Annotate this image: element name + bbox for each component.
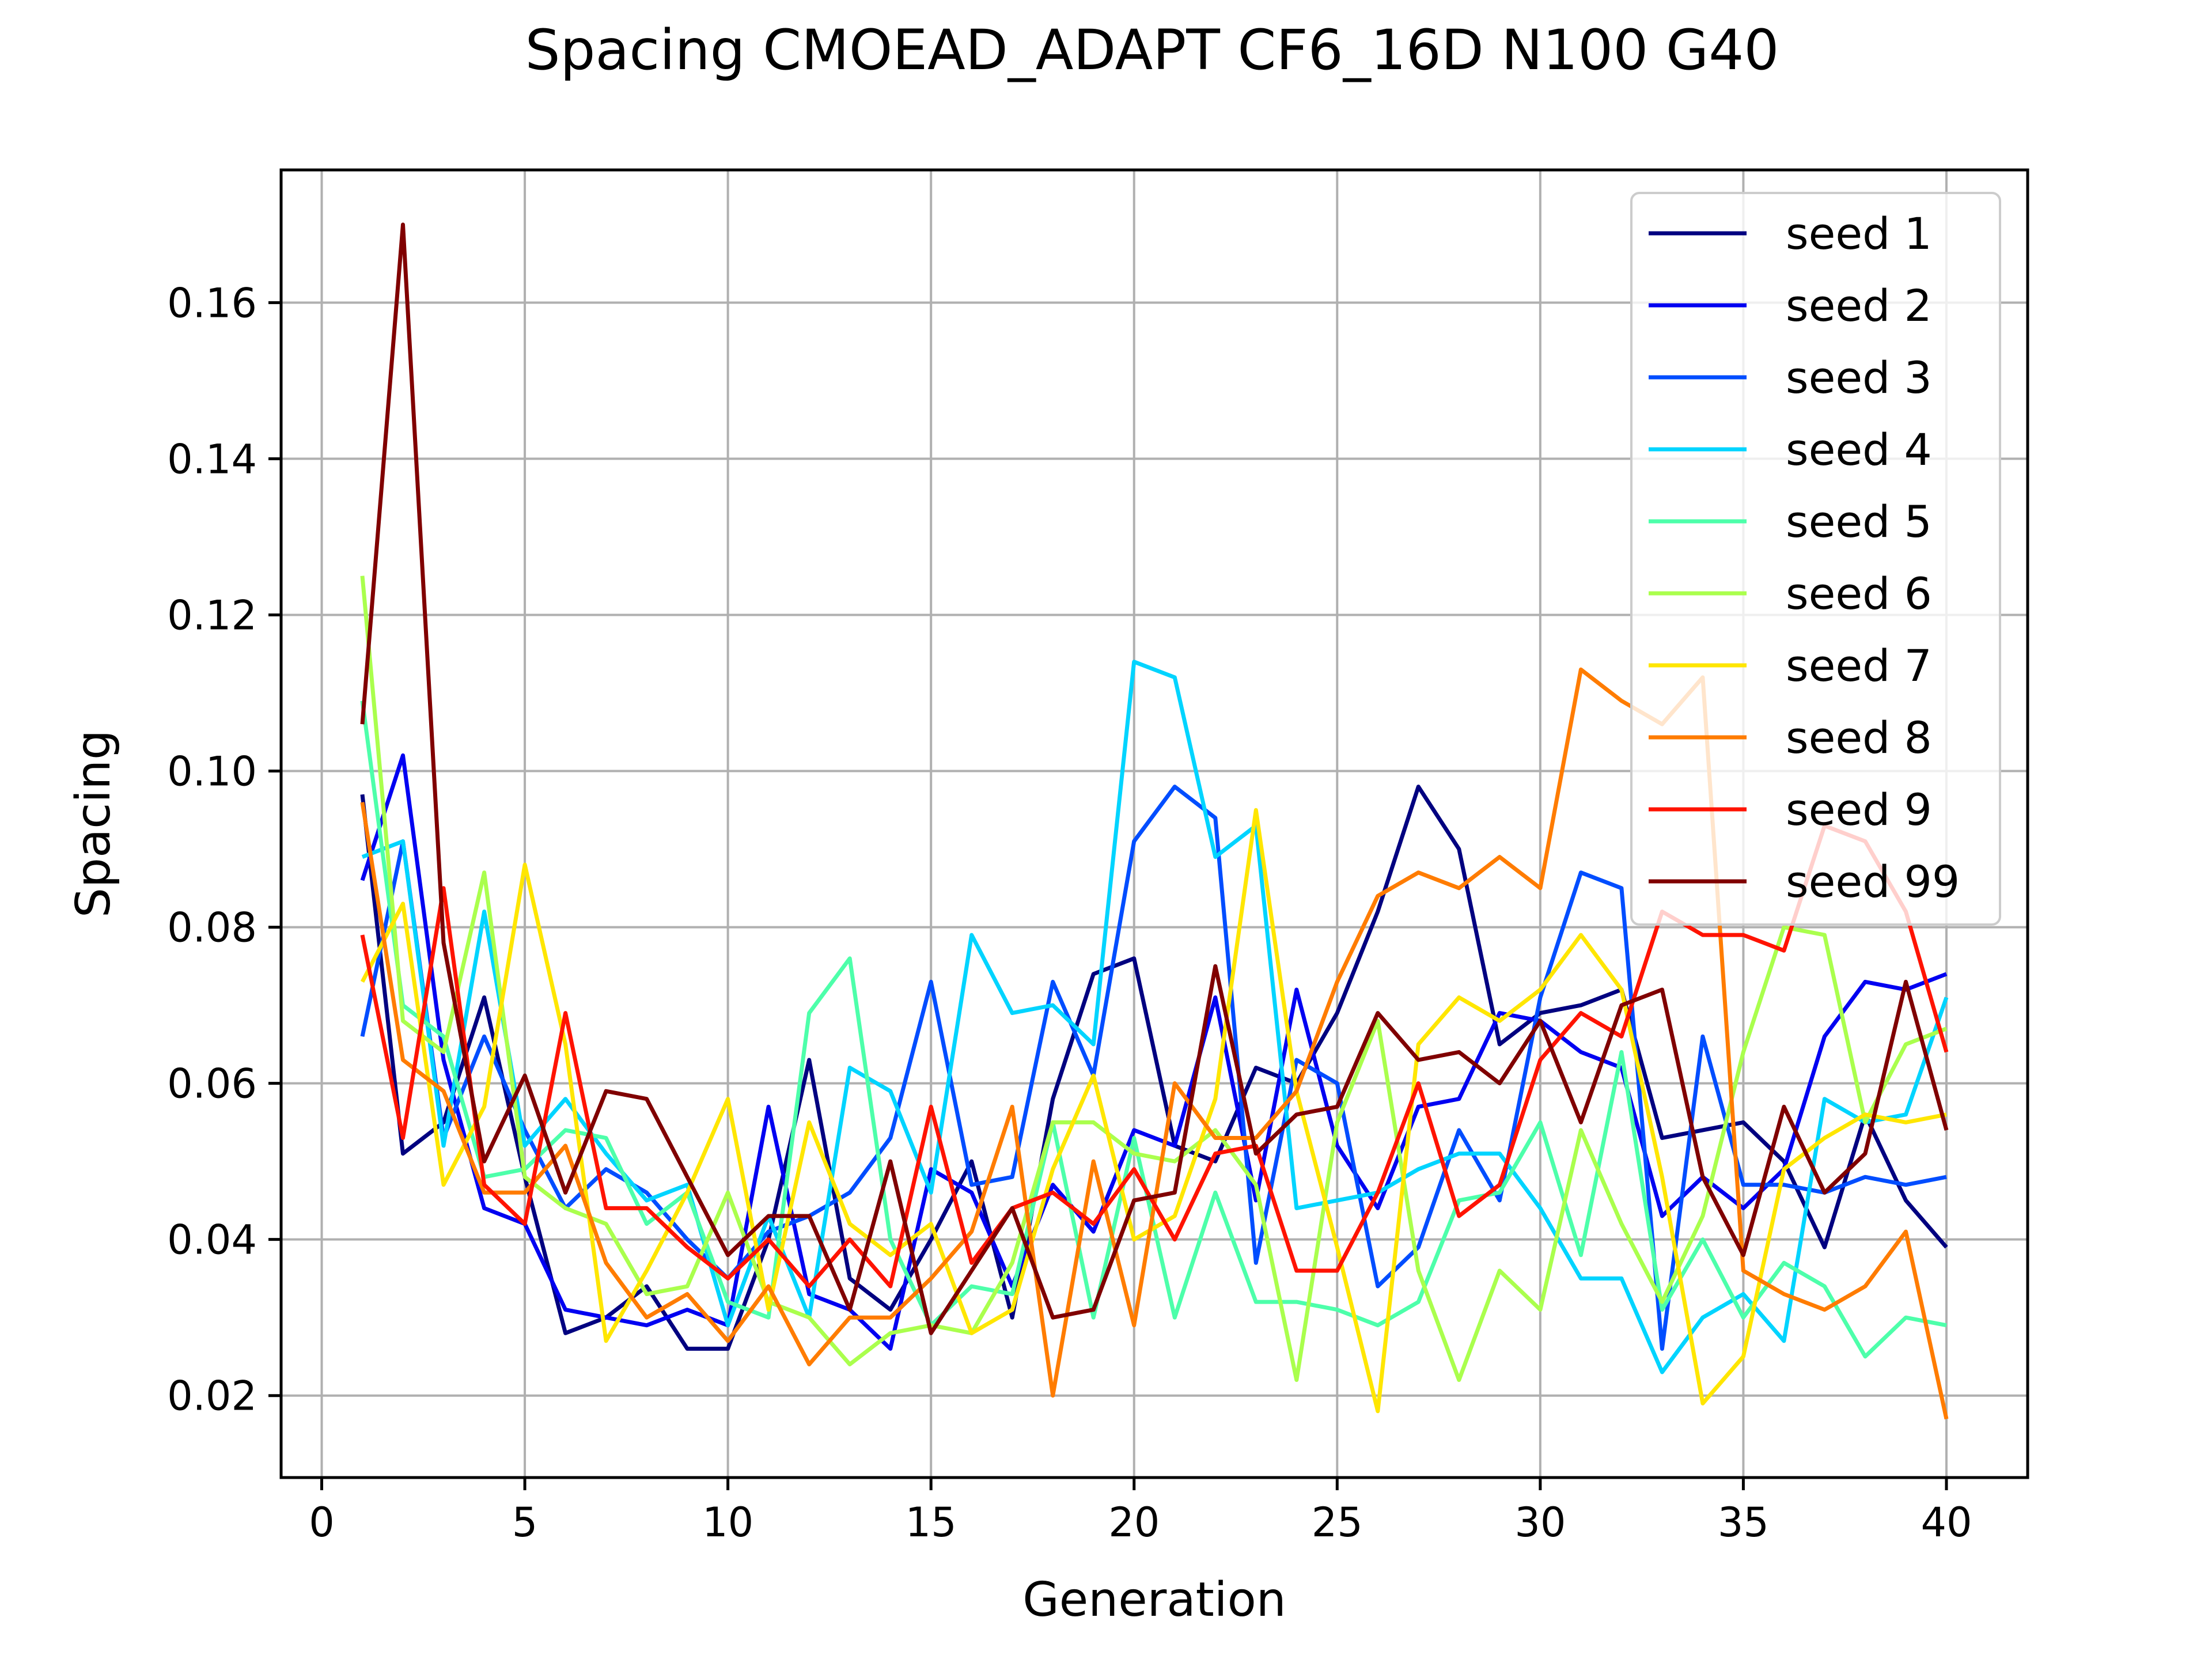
x-tick-label: 15 bbox=[906, 1499, 957, 1546]
legend: seed 1 seed 2 seed 3 seed 4 seed 5 seed 6 seed… bbox=[1630, 192, 2001, 926]
y-tick-label: 0.02 bbox=[167, 1373, 257, 1420]
legend-label-seed-99: seed 99 bbox=[1786, 856, 1960, 907]
y-axis-label: Spacing bbox=[66, 730, 121, 918]
series-line-seed-7 bbox=[360, 808, 1947, 1414]
x-axis-label: Generation bbox=[1022, 1573, 1286, 1627]
x-axis-ticks: 0 5 10 15 20 25 30 35 40 bbox=[309, 1478, 1972, 1546]
y-tick-label: 0.16 bbox=[167, 279, 257, 327]
x-tick-label: 30 bbox=[1514, 1499, 1566, 1546]
x-tick-label: 40 bbox=[1921, 1499, 1972, 1546]
x-tick-label: 10 bbox=[702, 1499, 753, 1546]
series-lines bbox=[360, 222, 1949, 1420]
y-tick-label: 0.04 bbox=[167, 1217, 257, 1264]
y-tick-label: 0.10 bbox=[167, 748, 257, 796]
legend-label-seed-7: seed 7 bbox=[1786, 640, 1932, 691]
legend-label-seed-3: seed 3 bbox=[1786, 352, 1932, 403]
x-tick-label: 5 bbox=[512, 1499, 538, 1546]
legend-label-seed-4: seed 4 bbox=[1786, 424, 1932, 475]
series-line-seed-6 bbox=[360, 575, 1948, 1382]
legend-label-seed-2: seed 2 bbox=[1786, 280, 1932, 331]
series-line-seed-99 bbox=[360, 222, 1949, 1335]
legend-label-seed-6: seed 6 bbox=[1786, 568, 1932, 619]
x-tick-label: 20 bbox=[1108, 1499, 1160, 1546]
legend-label-seed-1: seed 1 bbox=[1786, 208, 1932, 259]
legend-label-seed-9: seed 9 bbox=[1786, 784, 1932, 835]
x-tick-label: 35 bbox=[1718, 1499, 1769, 1546]
x-tick-label: 25 bbox=[1312, 1499, 1363, 1546]
plot-frame bbox=[279, 168, 2029, 1479]
y-tick-label: 0.12 bbox=[167, 592, 257, 639]
legend-label-seed-5: seed 5 bbox=[1786, 496, 1932, 547]
y-axis-ticks: 0.02 0.04 0.06 0.08 0.10 0.12 0.14 0.16 bbox=[167, 279, 281, 1420]
y-tick-label: 0.06 bbox=[167, 1060, 257, 1108]
x-tick-label: 0 bbox=[309, 1499, 335, 1546]
y-tick-label: 0.14 bbox=[167, 435, 257, 483]
legend-label-seed-8: seed 8 bbox=[1786, 712, 1932, 763]
chart-title: Spacing CMOEAD_ADAPT CF6_16D N100 G40 bbox=[525, 18, 1779, 82]
y-tick-label: 0.08 bbox=[167, 904, 257, 952]
legend-items: seed 1 seed 2 seed 3 seed 4 seed 5 seed 6 seed… bbox=[1649, 208, 1960, 907]
